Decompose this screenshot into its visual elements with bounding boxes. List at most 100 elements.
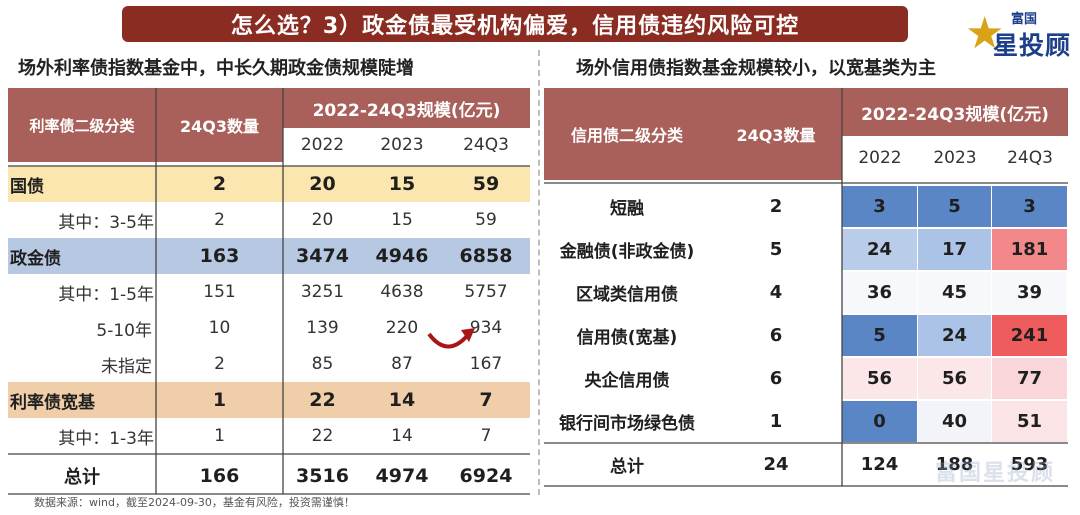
left-year-header: 2022 — [283, 128, 362, 162]
left-row-value: 3474 — [296, 245, 349, 267]
left-row-value: 220 — [385, 318, 419, 338]
left-row-band — [8, 238, 530, 274]
right-row-value: 51 — [992, 401, 1067, 442]
left-row-count: 1 — [214, 426, 225, 446]
left-row-value: 14 — [388, 389, 416, 411]
right-row-value: 3 — [842, 186, 917, 227]
brand-logo: ★ 富国 星投顾 — [965, 4, 1075, 61]
right-row-value: 188 — [918, 444, 991, 485]
watermark: 富国星投顾 — [935, 461, 1056, 486]
left-year-header: 24Q3 — [442, 128, 530, 162]
left-row-count: 151 — [203, 282, 236, 302]
section-divider — [538, 50, 540, 495]
left-row-label: 未指定 — [101, 356, 152, 377]
left-row-value: 85 — [311, 354, 334, 374]
left-row-value: 4974 — [375, 465, 429, 487]
right-row-value: 24 — [918, 315, 991, 356]
right-row-count: 6 — [769, 368, 783, 389]
increase-arrow-icon — [427, 328, 475, 349]
right-row-count: 24 — [763, 454, 789, 475]
left-header-category: 利率债二级分类 — [8, 88, 156, 162]
left-row-count: 10 — [208, 318, 231, 338]
left-row-label: 总计 — [64, 467, 100, 488]
right-row-label: 央企信用债 — [584, 371, 670, 391]
right-row-label: 区域类信用债 — [576, 285, 678, 305]
left-table: 利率债二级分类 24Q3数量 2022-24Q3规模(亿元) 2022 2023 24Q3… — [8, 88, 530, 495]
right-row-count: 4 — [769, 282, 783, 303]
left-row-value: 3516 — [296, 465, 349, 487]
right-header-category: 信用债二级分类 — [544, 88, 710, 180]
title-banner: 怎么选？3）政金债最受机构偏爱，信用债违约风险可控 — [122, 6, 908, 42]
right-year-header: 24Q3 — [992, 136, 1068, 180]
left-row-value: 22 — [309, 389, 336, 411]
right-row-count: 5 — [769, 239, 783, 260]
right-row-value: 39 — [992, 272, 1067, 313]
right-header-scale: 2022-24Q3规模(亿元) — [842, 88, 1068, 136]
left-row-value: 6858 — [459, 245, 513, 267]
right-row-value: 36 — [842, 272, 917, 313]
right-row-value: 181 — [992, 229, 1067, 270]
right-row-value: 0 — [842, 401, 917, 442]
right-row-value: 56 — [918, 358, 991, 399]
right-row-count: 1 — [769, 411, 783, 432]
left-row-label: 政金债 — [10, 248, 61, 269]
left-row-value: 167 — [469, 354, 503, 374]
left-row-count: 163 — [199, 245, 240, 267]
right-row-value: 124 — [842, 444, 917, 485]
left-row-value: 3251 — [300, 282, 345, 302]
left-row-label: 其中：3-5年 — [58, 212, 154, 233]
left-row-value: 87 — [391, 354, 413, 374]
right-row-label: 银行间市场绿色债 — [559, 414, 695, 434]
right-row-value: 77 — [992, 358, 1067, 399]
right-year-header: 2023 — [918, 136, 992, 180]
right-row-value: 5 — [842, 315, 917, 356]
left-row-label: 其中：1-3年 — [58, 428, 154, 449]
left-row-count: 1 — [212, 389, 227, 411]
footnote: 数据来源：wind，截至2024-09-30，基金有风险，投资需谨慎！ — [34, 496, 355, 509]
right-subtitle: 场外信用债指数基金规模较小，以宽基类为主 — [576, 58, 936, 79]
left-row-value: 15 — [391, 210, 413, 230]
right-year-header: 2022 — [842, 136, 918, 180]
right-row-label: 短融 — [610, 199, 644, 219]
right-row-value: 5 — [918, 186, 991, 227]
left-row-value: 934 — [469, 318, 503, 338]
right-row-count: 6 — [769, 325, 783, 346]
left-row-value: 15 — [388, 173, 416, 195]
right-row-value: 45 — [918, 272, 991, 313]
left-row-value: 7 — [479, 389, 493, 411]
right-row-label: 总计 — [610, 457, 644, 477]
left-subtitle: 场外利率债指数基金中，中长久期政金债规模陡增 — [18, 58, 414, 79]
left-row-value: 22 — [311, 426, 334, 446]
left-row-value: 20 — [309, 173, 336, 195]
right-row-value: 593 — [992, 444, 1067, 485]
right-row-value: 241 — [992, 315, 1067, 356]
logo-small-text: 富国 — [1011, 12, 1038, 27]
left-row-label: 利率债宽基 — [10, 392, 95, 413]
right-row-value: 40 — [918, 401, 991, 442]
right-row-count: 2 — [769, 196, 783, 217]
left-row-count: 2 — [214, 210, 225, 230]
left-row-value: 14 — [391, 426, 413, 446]
left-row-value: 5757 — [464, 282, 508, 302]
logo-big-text: 星投顾 — [993, 31, 1072, 60]
left-row-label: 其中：1-5年 — [58, 284, 154, 305]
left-row-band — [8, 166, 530, 202]
left-header-count: 24Q3数量 — [156, 88, 283, 162]
left-row-value: 20 — [311, 210, 334, 230]
right-row-value: 24 — [842, 229, 917, 270]
left-row-value: 139 — [306, 318, 339, 338]
right-header-count: 24Q3数量 — [710, 88, 842, 180]
left-row-count: 2 — [212, 173, 227, 195]
left-row-value: 7 — [480, 426, 492, 446]
left-header-scale: 2022-24Q3规模(亿元) — [283, 88, 530, 128]
left-row-value: 4946 — [375, 245, 429, 267]
left-row-value: 59 — [475, 210, 497, 230]
right-row-label: 金融债(非政金债) — [559, 242, 695, 262]
left-year-header: 2023 — [362, 128, 442, 162]
left-row-count: 166 — [199, 465, 240, 487]
right-row-value: 56 — [842, 358, 917, 399]
right-row-value: 3 — [992, 186, 1067, 227]
left-row-value: 4638 — [380, 282, 424, 302]
left-row-count: 2 — [214, 354, 225, 374]
